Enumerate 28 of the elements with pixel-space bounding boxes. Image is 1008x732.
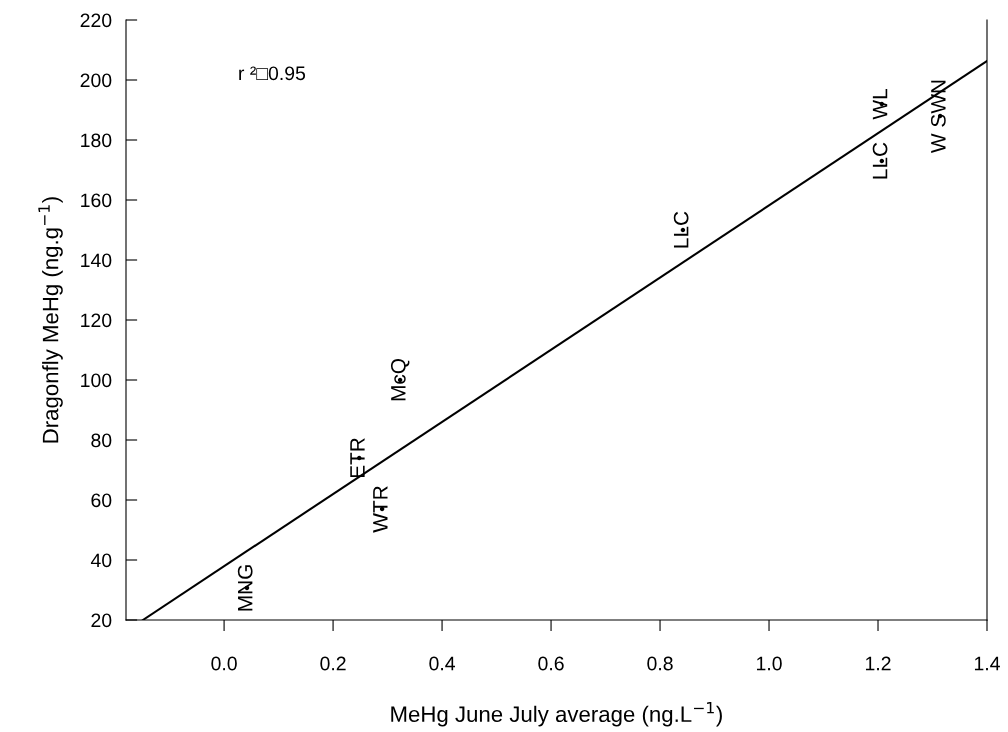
x-axis-title: MeHg June July average (ng.L$^{−1}$) — [391, 702, 722, 727]
y-tick-label: 40 — [90, 553, 112, 568]
x-tick-label: 0.2 — [320, 656, 346, 671]
y-tick-label: 160 — [81, 193, 112, 208]
data-label: LLC — [673, 211, 689, 248]
x-tick-label: 0.0 — [211, 656, 237, 671]
y-tick-label: 120 — [81, 313, 112, 328]
data-label: McQ — [390, 359, 410, 401]
y-tick-label: 20 — [91, 613, 112, 628]
x-tick-label: 1.4 — [974, 656, 1000, 671]
y-tick-label: 100 — [81, 373, 112, 388]
x-tick-label: 1.0 — [756, 656, 782, 671]
data-label: LLC — [872, 142, 888, 179]
annotation: r ²□0.95 — [239, 66, 306, 81]
x-tick-label: 0.8 — [647, 656, 673, 671]
x-tick-label: 0.6 — [538, 656, 564, 671]
x-tick-label: 1.2 — [865, 656, 891, 671]
data-label: WL — [872, 89, 888, 120]
x-tick-label: 0.4 — [429, 656, 456, 671]
y-tick-label: 60 — [91, 493, 112, 508]
y-tick-label: 180 — [81, 133, 112, 148]
data-label: MNG — [237, 565, 253, 611]
y-tick-label: 140 — [81, 253, 112, 268]
y-tick-label: 80 — [91, 433, 112, 448]
y-tick-label: 200 — [80, 73, 112, 88]
y-axis-title: Dragonfly MeHg (ng.g$^{−1}$) — [38, 197, 63, 443]
data-label: WTR — [373, 486, 388, 533]
y-tick-label: 220 — [80, 13, 112, 28]
